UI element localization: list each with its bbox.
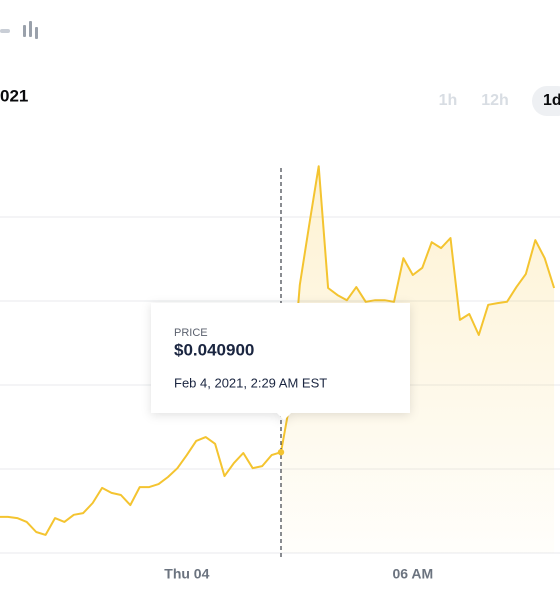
range-button[interactable]: 1d	[543, 92, 560, 109]
range-button[interactable]: 12h	[481, 92, 509, 109]
tooltip-box	[151, 303, 410, 420]
tooltip-date: Feb 4, 2021, 2:29 AM EST	[174, 375, 327, 390]
title: 021	[0, 86, 28, 105]
x-axis: Thu 04 06 AM	[164, 566, 433, 582]
line	[0, 165, 556, 536]
tooltip: PRICE$0.040900 Feb 4, 2021, 2:29 AM EST	[151, 303, 410, 420]
cursor-point	[277, 449, 285, 456]
plot	[0, 165, 556, 558]
tooltip-label: PRICE	[174, 327, 208, 339]
range-button[interactable]: 1h	[439, 92, 458, 109]
x-tick-label: 06 AM	[392, 566, 433, 582]
range-selected-bg	[532, 86, 560, 116]
candle-icon[interactable]	[23, 21, 38, 39]
x-tick-label: Thu 04	[164, 566, 209, 582]
line-icon[interactable]	[0, 29, 10, 33]
area	[280, 166, 555, 553]
tooltip-price: $0.040900	[174, 340, 254, 359]
